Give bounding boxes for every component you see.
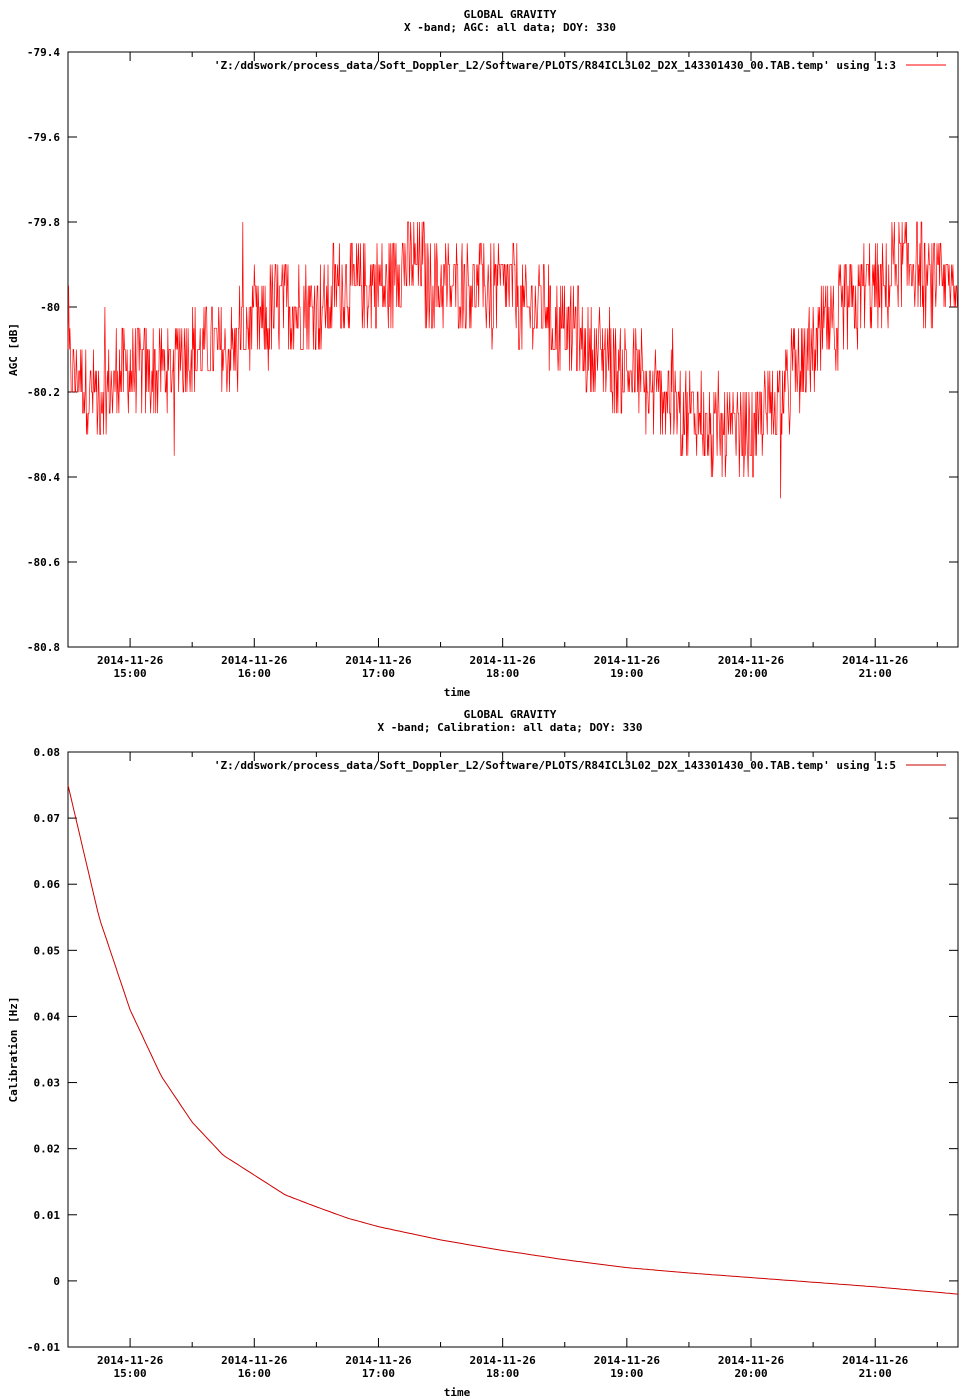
x-tick-label-date: 2014-11-26 [470,1354,537,1367]
x-tick-label-time: 19:00 [610,1367,643,1380]
y-tick-label: 0 [53,1275,60,1288]
x-tick-label-time: 21:00 [859,667,892,680]
legend-label: 'Z:/ddswork/process_data/Soft_Doppler_L2… [214,59,896,72]
x-tick-label-date: 2014-11-26 [842,1354,909,1367]
y-tick-label: 0.04 [34,1010,61,1023]
x-tick-label-time: 18:00 [486,667,519,680]
y-tick-label: 0.02 [34,1143,61,1156]
x-tick-label-date: 2014-11-26 [594,654,661,667]
chart-title: GLOBAL GRAVITY [464,708,557,721]
y-tick-label: -80.4 [27,471,60,484]
x-tick-label-time: 21:00 [859,1367,892,1380]
x-tick-label-time: 17:00 [362,667,395,680]
x-tick-label-time: 17:00 [362,1367,395,1380]
x-tick-label-date: 2014-11-26 [718,654,785,667]
x-tick-label-time: 19:00 [610,667,643,680]
y-tick-label: -80.8 [27,641,60,654]
y-tick-label: -80.6 [27,556,60,569]
y-tick-label: -80 [40,301,60,314]
y-axis-label: AGC [dB] [7,323,20,376]
y-tick-label: -79.8 [27,216,60,229]
x-tick-label-date: 2014-11-26 [842,654,909,667]
x-tick-label-time: 20:00 [734,1367,767,1380]
plot-frame [67,751,959,1348]
x-tick-label-date: 2014-11-26 [97,1354,164,1367]
x-tick-label-time: 18:00 [486,1367,519,1380]
x-tick-label-date: 2014-11-26 [345,654,412,667]
x-tick-label-time: 20:00 [734,667,767,680]
y-tick-label: -79.6 [27,131,60,144]
y-tick-label: 0.05 [34,944,61,957]
x-axis-label: time [444,686,471,699]
y-tick-label: 0.03 [34,1077,61,1090]
plot-frame [67,51,959,648]
x-tick-label-date: 2014-11-26 [345,1354,412,1367]
x-tick-label-date: 2014-11-26 [221,1354,288,1367]
y-tick-label: 0.07 [34,812,61,825]
series-line [67,784,959,1295]
x-tick-label-date: 2014-11-26 [718,1354,785,1367]
x-tick-label-time: 15:00 [114,1367,147,1380]
x-axis-label: time [444,1386,471,1399]
x-tick-label-date: 2014-11-26 [470,654,537,667]
y-tick-label: -0.01 [27,1341,60,1354]
chart-subtitle: X -band; Calibration: all data; DOY: 330 [378,721,643,734]
y-tick-label: 0.08 [34,746,61,759]
y-tick-label: -80.2 [27,386,60,399]
chart-subtitle: X -band; AGC: all data; DOY: 330 [404,21,616,34]
legend-label: 'Z:/ddswork/process_data/Soft_Doppler_L2… [214,759,896,772]
y-axis-label: Calibration [Hz] [7,997,20,1103]
y-tick-label: 0.06 [34,878,61,891]
x-tick-label-date: 2014-11-26 [221,654,288,667]
x-tick-label-date: 2014-11-26 [594,1354,661,1367]
x-tick-label-time: 15:00 [114,667,147,680]
y-tick-label: 0.01 [34,1209,61,1222]
chart-title: GLOBAL GRAVITY [464,8,557,21]
x-tick-label-time: 16:00 [238,667,271,680]
x-tick-label-date: 2014-11-26 [97,654,164,667]
x-tick-label-time: 16:00 [238,1367,271,1380]
series-line [67,221,958,499]
y-tick-label: -79.4 [27,46,60,59]
